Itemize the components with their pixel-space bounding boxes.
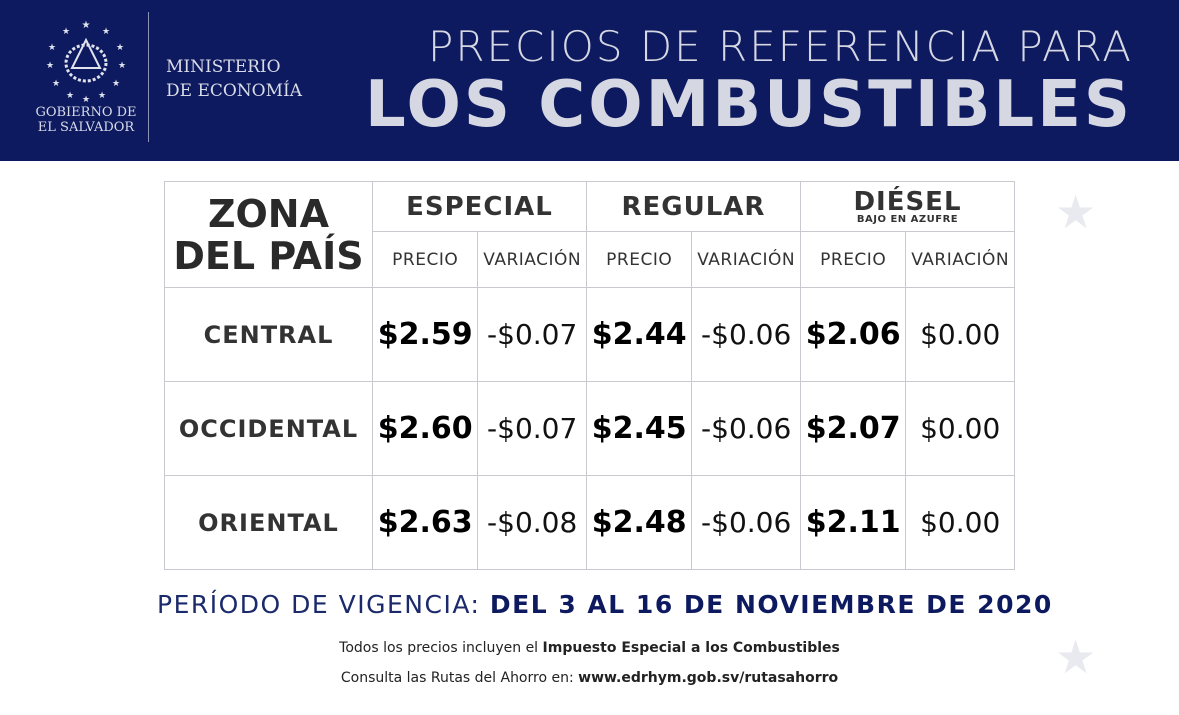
validity-period: PERÍODO DE VIGENCIA: DEL 3 AL 16 DE NOVI… (157, 590, 1053, 619)
svg-text:★: ★ (82, 95, 90, 102)
variation-cell: -$0.08 (477, 475, 587, 570)
zone-cell: ORIENTAL (164, 475, 373, 570)
col-header-price: PRECIO (799, 231, 907, 288)
government-label: GOBIERNO DE EL SALVADOR (35, 105, 137, 135)
variation-cell: $0.00 (905, 475, 1015, 570)
background-star-icon: ★ (1055, 185, 1097, 239)
website-link[interactable]: www.edrhym.gob.sv/rutasahorro (578, 670, 839, 686)
variation-cell: $0.00 (905, 381, 1015, 476)
svg-text:★: ★ (116, 43, 124, 53)
price-cell: $2.11 (799, 475, 907, 570)
zone-cell: OCCIDENTAL (164, 381, 373, 476)
svg-text:★: ★ (82, 20, 91, 31)
price-cell: $2.60 (371, 381, 479, 476)
fuel-price-table: ZONA DEL PAÍS ESPECIAL REGULAR DIÉSEL BAJO… (164, 181, 1016, 570)
divider (148, 12, 149, 142)
variation-cell: -$0.07 (477, 381, 587, 476)
price-cell: $2.07 (799, 381, 907, 476)
svg-text:★: ★ (52, 79, 60, 89)
variation-cell: -$0.06 (691, 475, 801, 570)
variation-cell: -$0.06 (691, 287, 801, 382)
zone-cell: CENTRAL (164, 287, 373, 382)
col-header-variation: VARIACIÓN (691, 231, 801, 288)
variation-cell: -$0.07 (477, 287, 587, 382)
col-header-variation: VARIACIÓN (477, 231, 587, 288)
header-banner: ★ ★ ★ ★ ★ ★ ★ ★ ★ ★ ★ ★ GOBIERNO DE EL SA… (0, 0, 1179, 161)
routes-note: Consulta las Rutas del Ahorro en: www.ed… (340, 670, 839, 686)
price-cell: $2.63 (371, 475, 479, 570)
col-header-variation: VARIACIÓN (905, 231, 1015, 288)
svg-text:★: ★ (62, 27, 70, 37)
zone-header: ZONA DEL PAÍS (164, 181, 373, 288)
price-cell: $2.59 (371, 287, 479, 382)
coat-of-arms-logo: ★ ★ ★ ★ ★ ★ ★ ★ ★ ★ ★ ★ (46, 20, 126, 102)
price-cell: $2.44 (585, 287, 693, 382)
price-cell: $2.06 (799, 287, 907, 382)
svg-text:★: ★ (66, 91, 74, 101)
svg-text:★: ★ (112, 79, 120, 89)
svg-text:★: ★ (48, 43, 56, 53)
svg-text:★: ★ (102, 27, 110, 37)
title-line-1: PRECIOS DE REFERENCIA PARA (428, 22, 1133, 71)
variation-cell: $0.00 (905, 287, 1015, 382)
group-header-especial: ESPECIAL (372, 181, 587, 232)
tax-note: Todos los precios incluyen el Impuesto E… (339, 640, 840, 656)
svg-text:★: ★ (46, 61, 54, 71)
svg-text:★: ★ (98, 91, 106, 101)
background-star-icon: ★ (1055, 630, 1097, 684)
variation-cell: -$0.06 (691, 381, 801, 476)
ministry-name: MINISTERIO DE ECONOMÍA (166, 57, 303, 101)
price-cell: $2.48 (585, 475, 693, 570)
table-row: ORIENTAL $2.63 -$0.08 $2.48 -$0.06 $2.11… (164, 475, 1015, 570)
group-header-diesel: DIÉSEL BAJO EN AZUFRE (799, 181, 1016, 232)
group-header-regular: REGULAR (585, 181, 801, 232)
title-line-2: LOS COMBUSTIBLES (364, 68, 1133, 142)
table-row: OCCIDENTAL $2.60 -$0.07 $2.45 -$0.06 $2.… (164, 381, 1015, 476)
col-header-price: PRECIO (585, 231, 693, 288)
table-row: CENTRAL $2.59 -$0.07 $2.44 -$0.06 $2.06 … (164, 287, 1015, 382)
svg-text:★: ★ (118, 61, 126, 71)
col-header-price: PRECIO (371, 231, 479, 288)
price-cell: $2.45 (585, 381, 693, 476)
